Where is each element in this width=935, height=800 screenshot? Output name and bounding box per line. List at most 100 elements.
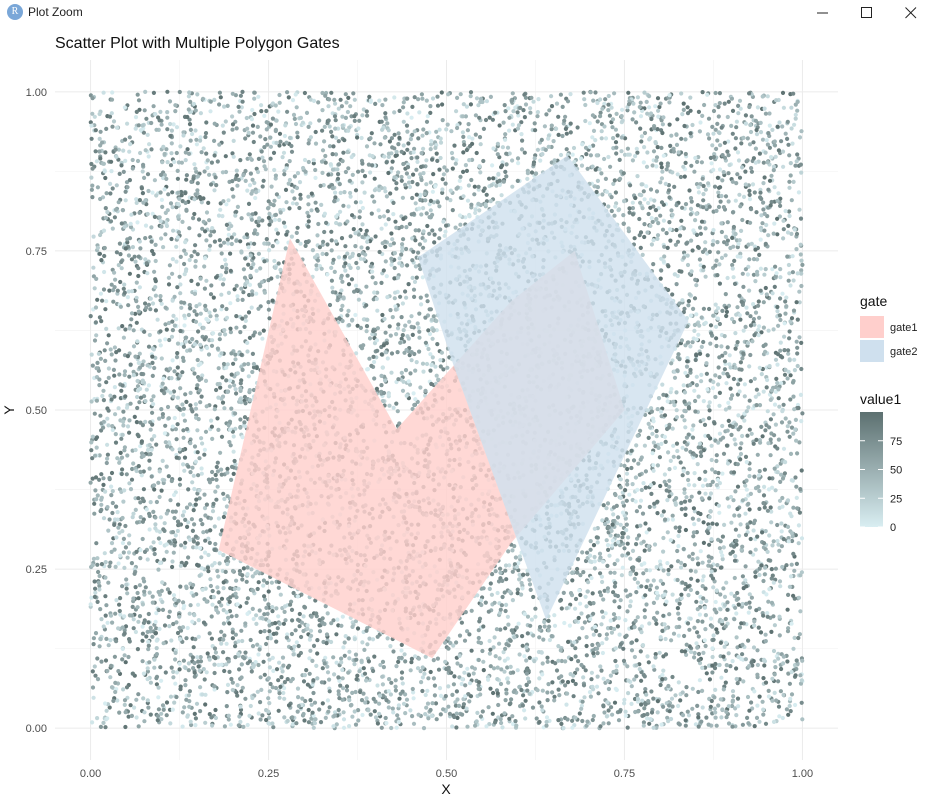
data-point bbox=[243, 650, 248, 655]
maximize-icon bbox=[861, 7, 872, 18]
data-point bbox=[142, 719, 147, 724]
data-point bbox=[545, 690, 550, 695]
data-point bbox=[221, 586, 226, 591]
data-point bbox=[791, 308, 797, 313]
data-point bbox=[520, 643, 525, 648]
data-point bbox=[214, 607, 219, 613]
data-point bbox=[700, 584, 705, 589]
data-point bbox=[128, 362, 133, 367]
data-point bbox=[171, 675, 176, 680]
close-button[interactable] bbox=[889, 0, 933, 26]
data-point bbox=[348, 104, 353, 109]
data-point bbox=[645, 654, 650, 659]
data-point bbox=[290, 722, 295, 727]
data-point bbox=[166, 275, 171, 280]
data-point bbox=[427, 307, 432, 312]
data-point bbox=[107, 114, 113, 119]
data-point bbox=[754, 132, 760, 137]
data-point bbox=[180, 447, 186, 453]
data-point bbox=[465, 629, 470, 634]
data-point bbox=[203, 720, 208, 725]
maximize-button[interactable] bbox=[845, 0, 889, 26]
data-point bbox=[99, 659, 104, 664]
data-point bbox=[749, 595, 755, 600]
data-point bbox=[641, 189, 646, 194]
data-point bbox=[491, 690, 496, 696]
data-point bbox=[245, 126, 250, 131]
data-point bbox=[317, 118, 322, 123]
data-point bbox=[517, 684, 522, 690]
data-point bbox=[389, 262, 394, 267]
data-point bbox=[743, 169, 748, 174]
data-point bbox=[292, 196, 297, 201]
data-point bbox=[425, 223, 430, 229]
data-point bbox=[408, 371, 413, 376]
data-point bbox=[747, 192, 752, 197]
data-point bbox=[136, 360, 141, 366]
data-point bbox=[432, 240, 437, 245]
data-point bbox=[339, 307, 344, 312]
data-point bbox=[383, 330, 388, 335]
data-point bbox=[757, 719, 762, 724]
data-point bbox=[194, 545, 199, 550]
data-point bbox=[703, 187, 708, 192]
data-point bbox=[413, 368, 418, 373]
data-point bbox=[102, 253, 107, 259]
data-point bbox=[703, 274, 708, 279]
data-point bbox=[388, 644, 393, 649]
data-point bbox=[152, 269, 157, 274]
data-point bbox=[695, 590, 700, 596]
data-point bbox=[414, 167, 419, 172]
data-point bbox=[383, 715, 388, 721]
data-point bbox=[788, 161, 793, 166]
data-point bbox=[227, 378, 233, 383]
data-point bbox=[95, 556, 100, 561]
data-point bbox=[591, 601, 596, 606]
data-point bbox=[457, 675, 462, 680]
minimize-button[interactable] bbox=[801, 0, 845, 26]
data-point bbox=[613, 658, 618, 664]
data-point bbox=[742, 382, 748, 387]
data-point bbox=[310, 658, 315, 664]
data-point bbox=[232, 232, 237, 237]
data-point bbox=[163, 232, 168, 237]
data-point bbox=[756, 299, 761, 304]
data-point bbox=[394, 332, 399, 337]
data-point bbox=[187, 257, 192, 263]
data-point bbox=[791, 646, 796, 651]
data-point bbox=[247, 152, 252, 157]
data-point bbox=[604, 632, 610, 637]
data-point bbox=[687, 401, 692, 406]
data-point bbox=[329, 621, 334, 626]
data-point bbox=[188, 719, 193, 724]
data-point bbox=[703, 433, 708, 438]
data-point bbox=[209, 424, 214, 429]
data-point bbox=[96, 351, 101, 356]
data-point bbox=[410, 714, 415, 719]
data-point bbox=[535, 110, 541, 115]
data-point bbox=[515, 156, 521, 161]
data-point bbox=[717, 390, 723, 395]
data-point bbox=[143, 89, 148, 94]
data-point bbox=[776, 542, 781, 547]
data-point bbox=[791, 551, 796, 557]
data-point bbox=[429, 139, 434, 144]
data-point bbox=[347, 125, 352, 130]
data-point bbox=[128, 225, 134, 230]
data-point bbox=[487, 651, 492, 656]
data-point bbox=[525, 572, 530, 577]
data-point bbox=[117, 372, 122, 377]
data-point bbox=[608, 164, 613, 169]
data-point bbox=[133, 496, 138, 501]
data-point bbox=[635, 524, 640, 529]
data-point bbox=[516, 561, 521, 566]
data-point bbox=[221, 608, 226, 613]
data-point bbox=[758, 440, 763, 445]
data-point bbox=[389, 231, 394, 236]
data-point bbox=[305, 210, 310, 215]
data-point bbox=[766, 688, 771, 694]
data-point bbox=[170, 328, 175, 333]
data-point bbox=[590, 717, 595, 723]
data-point bbox=[573, 681, 578, 687]
data-point bbox=[348, 234, 353, 239]
